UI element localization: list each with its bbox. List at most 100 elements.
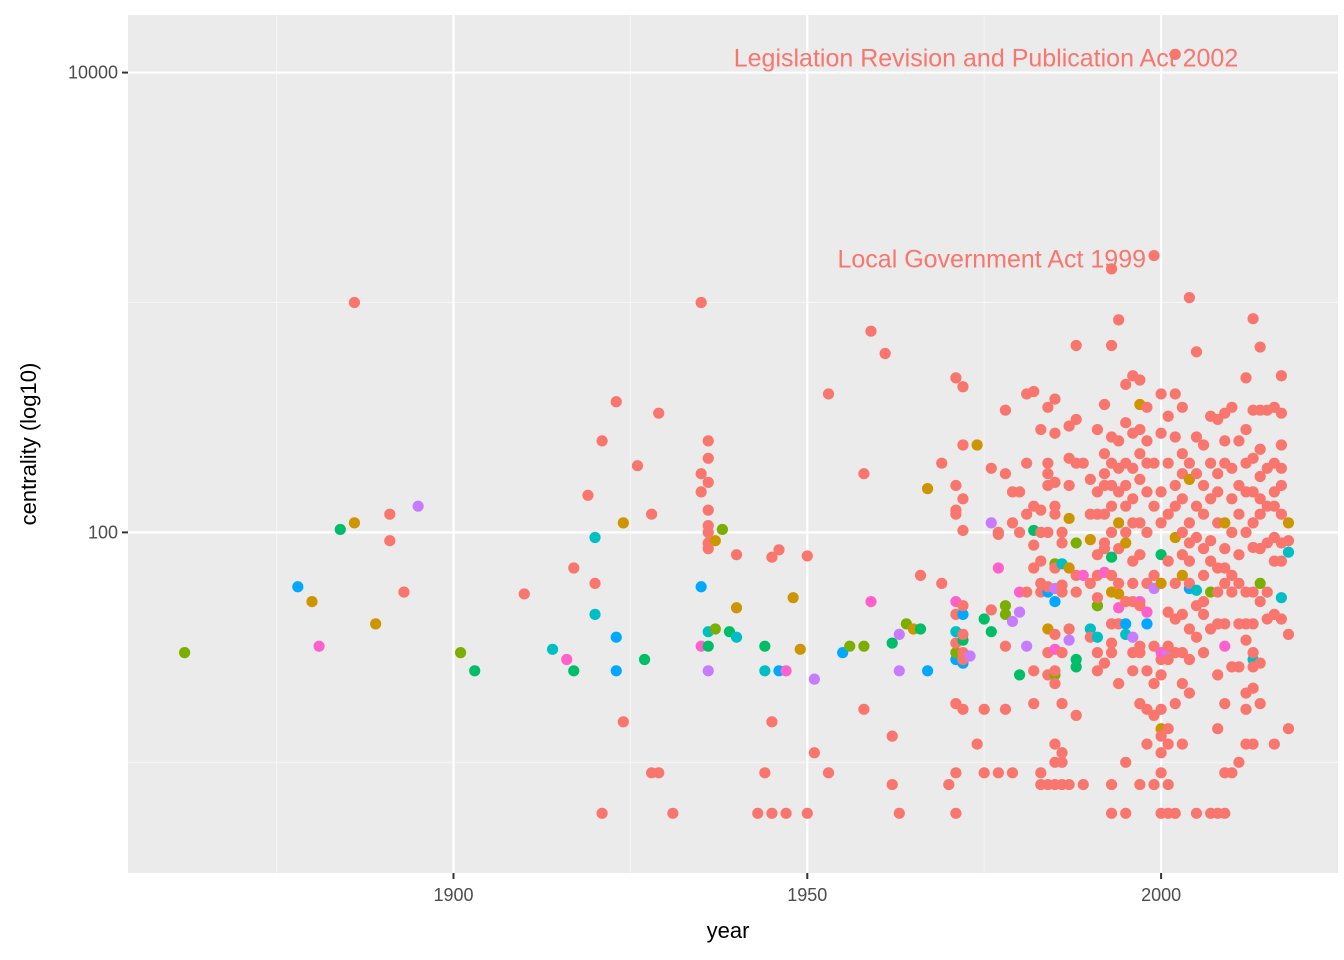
data-point — [1013, 669, 1026, 681]
data-point — [957, 628, 969, 641]
data-point — [1282, 535, 1295, 547]
data-point — [1254, 493, 1266, 505]
data-point — [1098, 398, 1111, 411]
data-point — [646, 508, 658, 520]
data-point — [1275, 613, 1287, 625]
x-axis-title: year — [707, 918, 750, 943]
data-point — [1162, 457, 1174, 469]
data-point — [1226, 401, 1238, 413]
data-point — [1084, 623, 1096, 635]
data-point — [808, 673, 820, 685]
data-point — [1190, 631, 1203, 643]
data-point — [582, 489, 594, 501]
x-tick-label: 2000 — [1141, 885, 1181, 905]
data-point — [1127, 462, 1139, 474]
data-point — [801, 550, 813, 562]
data-point — [1254, 508, 1266, 520]
data-point — [978, 703, 990, 715]
data-point — [1148, 500, 1160, 512]
data-point — [893, 628, 905, 641]
data-point — [1006, 767, 1019, 779]
data-point — [1247, 738, 1259, 750]
data-point — [695, 486, 707, 498]
data-point — [1063, 634, 1075, 646]
data-point — [1105, 479, 1118, 492]
data-point — [1169, 807, 1181, 819]
data-point — [1056, 526, 1068, 538]
data-point — [1275, 370, 1287, 382]
data-point — [384, 535, 396, 547]
data-point — [1155, 730, 1167, 742]
data-point — [1056, 537, 1068, 549]
data-point — [1084, 577, 1096, 589]
data-point — [1127, 555, 1139, 567]
data-point — [1105, 778, 1118, 791]
data-point — [1120, 378, 1132, 391]
data-point — [1169, 479, 1181, 492]
data-point — [1077, 778, 1089, 791]
data-point — [865, 596, 877, 608]
data-point — [879, 347, 891, 360]
data-point — [1247, 452, 1259, 464]
data-point — [1233, 577, 1245, 589]
data-point — [702, 520, 714, 532]
data-point — [1247, 313, 1259, 325]
x-tick-label: 1900 — [433, 885, 473, 905]
data-point — [1035, 504, 1047, 516]
data-point — [1098, 657, 1111, 669]
data-point — [1077, 457, 1089, 469]
data-point — [695, 296, 707, 309]
data-point — [822, 767, 835, 779]
data-point — [1275, 479, 1287, 492]
data-point — [1141, 401, 1153, 413]
data-point — [695, 581, 707, 593]
data-point — [886, 730, 898, 742]
data-point — [1070, 537, 1082, 549]
data-point — [348, 296, 361, 309]
data-point — [1021, 508, 1033, 520]
data-point — [1120, 526, 1132, 538]
data-point — [1056, 647, 1068, 659]
data-point — [730, 602, 743, 614]
data-point — [992, 528, 1004, 541]
data-point — [1219, 577, 1231, 589]
data-point — [1183, 292, 1196, 304]
data-point — [1197, 479, 1210, 492]
data-point — [1056, 756, 1068, 768]
data-point — [1148, 457, 1160, 469]
data-point — [1190, 431, 1203, 443]
data-point — [1233, 435, 1245, 447]
data-point — [1120, 807, 1132, 819]
data-point — [1268, 486, 1280, 498]
data-point — [1155, 486, 1167, 498]
data-point — [617, 716, 629, 728]
data-point — [1219, 543, 1231, 555]
data-point — [1197, 508, 1210, 520]
data-point — [978, 613, 990, 625]
data-point — [1162, 606, 1174, 618]
data-point — [1070, 339, 1082, 352]
data-point — [1275, 462, 1287, 474]
data-point — [1219, 618, 1231, 630]
data-point — [999, 608, 1012, 620]
data-point — [709, 623, 721, 635]
data-point — [1190, 584, 1203, 596]
data-point — [780, 807, 792, 819]
data-point — [808, 747, 820, 759]
data-point — [589, 608, 601, 620]
data-point — [1063, 420, 1075, 432]
data-point — [985, 604, 997, 616]
data-point — [1105, 339, 1118, 352]
data-point — [653, 407, 665, 419]
data-point — [1162, 555, 1174, 567]
data-point — [1190, 531, 1203, 544]
data-point — [589, 531, 601, 544]
data-point — [1183, 457, 1196, 469]
data-point — [1049, 500, 1061, 512]
data-point — [1162, 508, 1174, 520]
data-point — [971, 439, 983, 451]
data-point — [992, 562, 1004, 574]
data-point — [1056, 586, 1068, 598]
data-point — [1091, 486, 1104, 498]
data-point — [1141, 486, 1153, 498]
